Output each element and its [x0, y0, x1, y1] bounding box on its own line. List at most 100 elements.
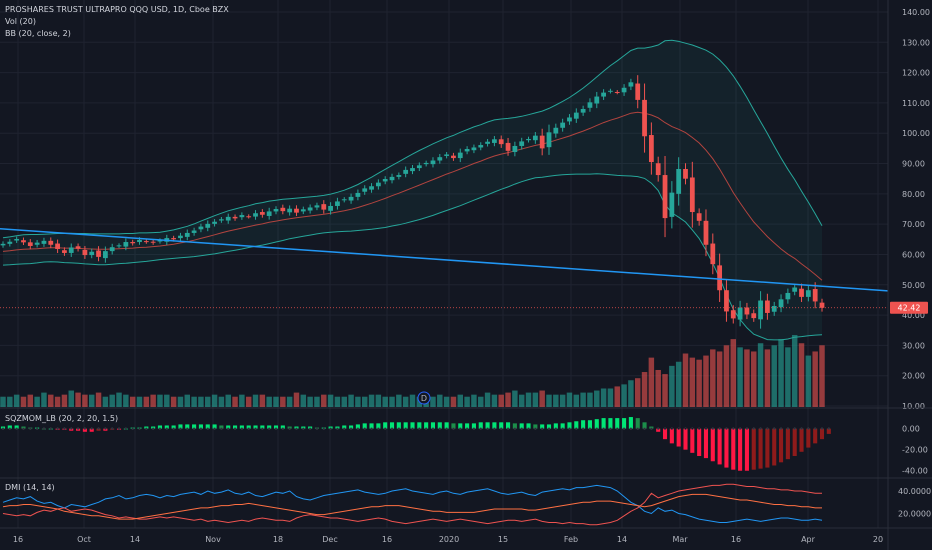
- momentum-bar: [512, 423, 517, 429]
- volume-bar: [716, 351, 723, 407]
- candle-body: [341, 199, 347, 201]
- candlesticks[interactable]: [0, 75, 825, 329]
- date-tick-label: 16: [731, 535, 741, 544]
- squeeze-dot: [274, 427, 278, 430]
- squeeze-dot: [609, 427, 612, 430]
- volume-bar: [675, 361, 682, 407]
- date-tick-label: 16: [382, 535, 392, 544]
- momentum-bar: [492, 422, 497, 429]
- volume-bar: [341, 396, 347, 407]
- dmi-legend: DMI (14, 14): [5, 483, 55, 492]
- axes: 140.00130.00120.00110.00100.0090.0080.00…: [13, 8, 931, 544]
- squeeze-dot: [759, 427, 762, 430]
- squeeze-dot: [725, 427, 728, 430]
- volume-bar: [396, 394, 402, 407]
- squeeze-dot: [520, 427, 523, 430]
- squeeze-dot: [15, 427, 18, 430]
- volume-bar: [430, 396, 436, 407]
- candle-body: [580, 108, 586, 113]
- candle-body: [41, 240, 47, 244]
- squeeze-dot: [145, 427, 148, 430]
- volume-bar: [211, 394, 218, 407]
- candle-body: [335, 201, 340, 206]
- squeeze-dot: [281, 427, 285, 430]
- momentum-bar: [635, 418, 640, 429]
- volume-bar: [239, 394, 245, 407]
- squeeze-dot: [527, 427, 530, 430]
- candle-body: [751, 313, 757, 319]
- candle-body: [27, 242, 33, 246]
- momentum-bar: [465, 423, 470, 429]
- volume-bar: [54, 396, 61, 407]
- candle-body: [662, 175, 668, 219]
- price-tick-label: 120.00: [902, 69, 930, 78]
- squeeze-dot: [206, 427, 209, 430]
- momentum-bar: [14, 425, 19, 429]
- date-tick-label: 15: [498, 535, 508, 544]
- volume-bar: [48, 394, 54, 407]
- volume-bar: [123, 394, 129, 407]
- date-tick-label: 14: [617, 535, 627, 544]
- momentum-bar: [389, 422, 395, 429]
- volume-bar: [321, 394, 327, 407]
- candle-body: [457, 152, 463, 159]
- bollinger-bands: [2, 39, 823, 341]
- momentum-bar: [683, 428, 688, 450]
- volume-bar: [778, 339, 784, 407]
- candle-body: [389, 176, 395, 181]
- squeeze-dot: [629, 427, 633, 430]
- squeeze-dot: [302, 427, 305, 430]
- candle-body: [601, 92, 606, 97]
- candle-body: [573, 112, 579, 119]
- volume-bar: [566, 392, 573, 407]
- squeeze-dot: [622, 427, 626, 430]
- candle-body: [765, 300, 770, 313]
- candle-body: [683, 168, 688, 179]
- candle-body: [137, 239, 142, 243]
- momentum-bar: [349, 425, 354, 429]
- volume-bar: [443, 396, 450, 407]
- squeeze-dot: [793, 427, 796, 430]
- volume-bar: [614, 386, 620, 407]
- candle-body: [410, 168, 415, 172]
- volume-bar: [751, 351, 757, 407]
- squeeze-dot: [813, 427, 817, 430]
- squeeze-dot: [124, 427, 128, 430]
- candle-body: [553, 127, 559, 134]
- volume-bar: [791, 335, 798, 407]
- squeeze-dot: [820, 427, 824, 430]
- squeeze-dot: [452, 427, 455, 430]
- chart-title: PROSHARES TRUST ULTRAPRO QQQ USD, 1D, Cb…: [5, 5, 229, 14]
- momentum-bar: [260, 425, 265, 429]
- squeeze-dot: [616, 427, 619, 430]
- squeeze-dot: [90, 427, 93, 430]
- candle-body: [171, 238, 177, 240]
- squeeze-dot: [49, 427, 52, 430]
- candle-body: [812, 289, 818, 302]
- candle-body: [184, 232, 190, 237]
- candle-body: [239, 215, 245, 218]
- volume-bar: [546, 394, 552, 407]
- momentum-bar: [369, 423, 374, 429]
- momentum-bar: [362, 423, 367, 429]
- volume-bar: [102, 396, 109, 407]
- squeeze-dot: [711, 427, 714, 430]
- trendline[interactable]: [0, 227, 889, 309]
- candle-body: [348, 196, 354, 201]
- momentum-bar: [567, 422, 572, 429]
- squeeze-dot: [602, 427, 605, 430]
- candle-body: [62, 250, 67, 253]
- volume-bar: [573, 394, 580, 407]
- volume-bar: [184, 394, 191, 407]
- candle-body: [75, 246, 81, 249]
- momentum-bar: [267, 425, 272, 429]
- candle-body: [655, 163, 661, 176]
- squeeze-dot: [227, 427, 230, 430]
- candle-body: [0, 243, 6, 246]
- volume-bar: [478, 396, 484, 407]
- volume-bar: [170, 396, 177, 407]
- squeeze-dot: [595, 427, 598, 430]
